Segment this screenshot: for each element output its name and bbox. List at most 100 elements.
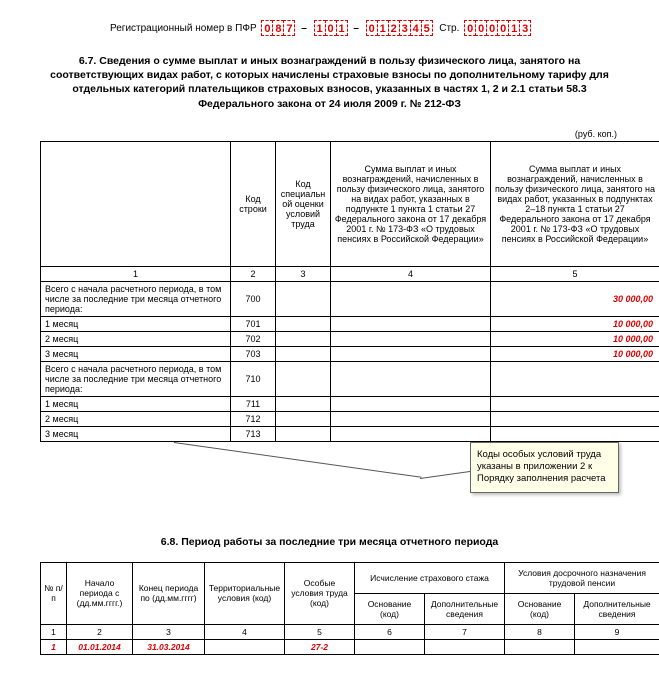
table-cell: [276, 281, 331, 316]
t2-cell: 1: [41, 639, 67, 654]
table-cell: 10 000,00: [491, 316, 659, 331]
table-row: 2 месяц712: [41, 411, 659, 426]
t2-cell: [205, 639, 285, 654]
table-row: 1 месяц701 10 000,00: [41, 316, 659, 331]
t1-colnum: 5: [491, 266, 659, 281]
t2-cell: [355, 639, 425, 654]
table-cell: 710: [231, 361, 276, 396]
table-cell: 713: [231, 426, 276, 441]
t1-colnum: 4: [331, 266, 491, 281]
digit-box: 5: [421, 20, 433, 36]
table-cell: 10 000,00: [491, 346, 659, 361]
table-cell: [276, 426, 331, 441]
table-cell: 1 месяц: [41, 396, 231, 411]
t2-h-9: Дополнительные сведения: [575, 593, 659, 624]
t2-h-g7: Условия досрочного назначения трудовой п…: [505, 562, 659, 593]
table-6-8: № п/п Начало периода с (дд.мм.гггг.) Кон…: [40, 562, 659, 655]
t2-h-5: Особые условия труда (код): [285, 562, 355, 624]
table-cell: [331, 426, 491, 441]
table-cell: [331, 361, 491, 396]
table-cell: 3 месяц: [41, 426, 231, 441]
table-cell: [331, 331, 491, 346]
callout-wrap: Коды особых условий труда указаны в прил…: [40, 442, 619, 512]
t2-colnum: 7: [425, 624, 505, 639]
table-cell: [491, 426, 659, 441]
reg-group-2: 101: [314, 20, 347, 36]
table-cell: [331, 281, 491, 316]
t2-colnum: 3: [133, 624, 205, 639]
t2-cell: 31.03.2014: [133, 639, 205, 654]
t1-colnum: 2: [231, 266, 276, 281]
table-cell: 1 месяц: [41, 316, 231, 331]
t2-h-g6: Исчисление страхового стажа: [355, 562, 505, 593]
table-cell: [491, 411, 659, 426]
table-cell: [331, 411, 491, 426]
page-label: Стр.: [439, 23, 459, 34]
t2-colnum: 5: [285, 624, 355, 639]
t1-header-2: Код строки: [231, 141, 276, 266]
table-row: 3 месяц713: [41, 426, 659, 441]
digit-box: 3: [519, 20, 531, 36]
t2-h-8: Основание (код): [505, 593, 575, 624]
table-cell: 701: [231, 316, 276, 331]
table-row: 3 месяц70310 000,00: [41, 346, 659, 361]
table-cell: [276, 411, 331, 426]
table-cell: 2 месяц: [41, 331, 231, 346]
table-cell: [331, 396, 491, 411]
t1-colnum: 1: [41, 266, 231, 281]
t2-colnum: 9: [575, 624, 659, 639]
t2-h-2: Начало периода с (дд.мм.гггг.): [67, 562, 133, 624]
table-row: 2 месяц702 10 000,00: [41, 331, 659, 346]
t2-h-1: № п/п: [41, 562, 67, 624]
t2-h-3: Конец периода по (дд.мм.гггг): [133, 562, 205, 624]
currency-label: (руб. коп.): [20, 129, 617, 139]
t2-cell: 01.01.2014: [67, 639, 133, 654]
table-cell: 10 000,00: [491, 331, 659, 346]
table-cell: [276, 316, 331, 331]
table-cell: [491, 361, 659, 396]
table-cell: Всего с начала расчетного периода, в том…: [41, 281, 231, 316]
section-6-8-title: 6.8. Период работы за последние три меся…: [20, 536, 639, 548]
t2-cell: [425, 639, 505, 654]
table-cell: [331, 316, 491, 331]
table-cell: 30 000,00: [491, 281, 659, 316]
table-cell: 2 месяц: [41, 411, 231, 426]
t1-header-5: Сумма выплат и иных вознаграждений, начи…: [491, 141, 659, 266]
t2-h-6: Основание (код): [355, 593, 425, 624]
t1-header-4: Сумма выплат и иных вознаграждений, начи…: [331, 141, 491, 266]
callout-connector: [174, 442, 422, 478]
t2-cell: 27-2: [285, 639, 355, 654]
table-row: Всего с начала расчетного периода, в том…: [41, 281, 659, 316]
t1-header-1: [41, 141, 231, 266]
table-6-7: Код строки Код специальной оценки услови…: [40, 141, 659, 442]
digit-box: 1: [336, 20, 348, 36]
reg-dash: –: [301, 23, 307, 34]
t2-colnum: 8: [505, 624, 575, 639]
table-cell: Всего с начала расчетного периода, в том…: [41, 361, 231, 396]
table-cell: [276, 396, 331, 411]
table-cell: 700: [231, 281, 276, 316]
t2-colnum: 4: [205, 624, 285, 639]
reg-group-1: 087: [261, 20, 294, 36]
table-cell: [276, 361, 331, 396]
reg-label: Регистрационный номер в ПФР: [110, 23, 257, 34]
registration-line: Регистрационный номер в ПФР 087 – 101 – …: [20, 20, 639, 36]
page-group: 000013: [464, 20, 530, 36]
table-cell: [276, 346, 331, 361]
t2-h-4: Территориальные условия (код): [205, 562, 285, 624]
table-cell: 711: [231, 396, 276, 411]
table-cell: 702: [231, 331, 276, 346]
section-6-7-title: 6.7. Сведения о сумме выплат и иных возн…: [40, 54, 619, 111]
reg-group-3: 012345: [366, 20, 432, 36]
table-cell: [491, 396, 659, 411]
digit-box: 7: [283, 20, 295, 36]
callout-note: Коды особых условий труда указаны в прил…: [470, 442, 619, 493]
table-cell: 3 месяц: [41, 346, 231, 361]
t2-cell: [505, 639, 575, 654]
t2-h-7: Дополнительные сведения: [425, 593, 505, 624]
t2-colnum: 2: [67, 624, 133, 639]
t1-header-3: Код специальной оценки условий труда: [276, 141, 331, 266]
table-row: Всего с начала расчетного периода, в том…: [41, 361, 659, 396]
t2-cell: [575, 639, 659, 654]
table-row: 1 месяц711: [41, 396, 659, 411]
